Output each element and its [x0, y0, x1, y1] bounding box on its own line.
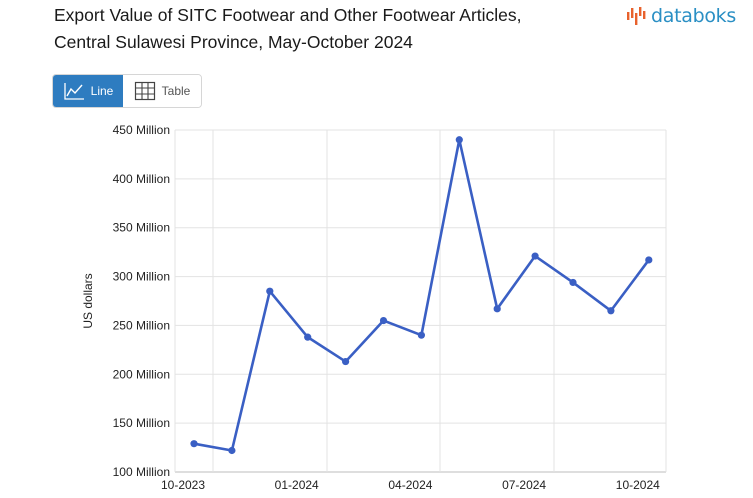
y-tick-label: 400 Million — [113, 172, 170, 186]
databoks-logo[interactable]: databoks — [626, 4, 736, 28]
data-point — [379, 316, 388, 325]
y-tick-label: 450 Million — [113, 123, 170, 137]
data-point — [342, 357, 350, 366]
table-view-button[interactable]: Table — [123, 75, 201, 107]
series-layer — [190, 136, 653, 455]
data-point — [266, 287, 274, 295]
data-point — [304, 333, 312, 341]
y-tick-label: 350 Million — [113, 221, 170, 235]
y-tick-label: 150 Million — [113, 416, 170, 430]
data-point — [417, 331, 425, 339]
databoks-bars-icon — [627, 7, 646, 25]
view-toggle: Line Table — [52, 74, 202, 108]
y-axis-ticks: 100 Million 150 Million 200 Million 250 Mil… — [113, 123, 170, 479]
data-point — [493, 305, 501, 313]
line-chart-icon — [64, 83, 84, 100]
series-line — [192, 138, 651, 452]
x-tick-label: 07-2024 — [502, 478, 546, 492]
chart-title-line-1: Export Value of SITC Footwear and Other … — [54, 5, 522, 25]
x-tick-label: 04-2024 — [388, 478, 432, 492]
y-tick-label: 200 Million — [113, 367, 170, 381]
table-grid-icon — [134, 81, 155, 101]
line-view-button[interactable]: Line — [53, 75, 124, 107]
data-point — [190, 440, 198, 448]
chart-title: Export Value of SITC Footwear and Other … — [54, 2, 614, 56]
data-point — [228, 446, 236, 455]
logo-text: databoks — [651, 5, 736, 27]
x-tick-label: 01-2024 — [275, 478, 319, 492]
grid-lines — [174, 129, 667, 473]
x-tick-label: 10-2023 — [161, 478, 205, 492]
chart-title-line-2: Central Sulawesi Province, May-October 2… — [54, 32, 413, 52]
data-point — [569, 278, 577, 287]
y-tick-label: 300 Million — [113, 270, 170, 284]
line-view-label: Line — [90, 84, 114, 98]
data-point — [607, 307, 615, 315]
data-point — [455, 136, 463, 144]
y-axis-label: US dollars — [81, 273, 95, 328]
x-tick-label: 10-2024 — [616, 478, 660, 492]
data-point — [531, 252, 539, 260]
y-tick-label: 100 Million — [113, 465, 170, 479]
data-point — [645, 256, 653, 264]
x-axis-ticks: 10-2023 01-2024 04-2024 07-2024 10-2024 — [161, 478, 660, 492]
y-tick-label: 250 Million — [113, 318, 170, 332]
table-view-label: Table — [161, 84, 191, 98]
